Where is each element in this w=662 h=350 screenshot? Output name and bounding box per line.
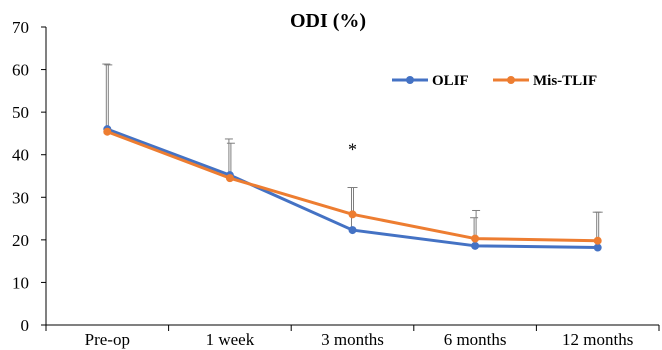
- y-tick-label: 60: [12, 61, 29, 80]
- legend-marker: [507, 76, 515, 84]
- y-tick-label: 30: [12, 188, 29, 207]
- y-tick-label: 20: [12, 231, 29, 250]
- error-bars: [102, 63, 603, 248]
- legend-label: Mis-TLIF: [533, 73, 597, 89]
- x-tick-label: 3 months: [321, 330, 384, 349]
- data-point-mis-tlif: [348, 210, 357, 219]
- chart-title: ODI (%): [290, 10, 366, 32]
- data-point-olif: [471, 241, 480, 250]
- data-point-olif: [348, 226, 357, 235]
- data-point-olif: [593, 243, 602, 252]
- x-tick-label: 6 months: [444, 330, 507, 349]
- axes: 0 10 20 30 40 50 60 70 Pre-op 1 week 3 months 6 mon…: [12, 18, 660, 349]
- y-tick-label: 70: [12, 18, 29, 37]
- data-point-mis-tlif: [471, 234, 480, 243]
- significance-marker: *: [348, 139, 357, 159]
- y-tick-label: 10: [12, 273, 29, 292]
- y-tick-label: 40: [12, 146, 29, 165]
- series-lines: [103, 125, 602, 252]
- data-point-mis-tlif: [103, 127, 112, 136]
- x-tick-label: Pre-op: [85, 330, 130, 349]
- x-tick-label: 12 months: [562, 330, 633, 349]
- legend: OLIF Mis-TLIF: [392, 73, 597, 89]
- y-tick-label: 0: [21, 316, 30, 335]
- legend-label: OLIF: [432, 73, 469, 89]
- y-tick-label: 50: [12, 103, 29, 122]
- x-tick-label: 1 week: [206, 330, 255, 349]
- data-point-mis-tlif: [593, 236, 602, 245]
- annotations: *: [348, 139, 357, 159]
- data-point-mis-tlif: [225, 174, 234, 183]
- legend-marker: [406, 76, 414, 84]
